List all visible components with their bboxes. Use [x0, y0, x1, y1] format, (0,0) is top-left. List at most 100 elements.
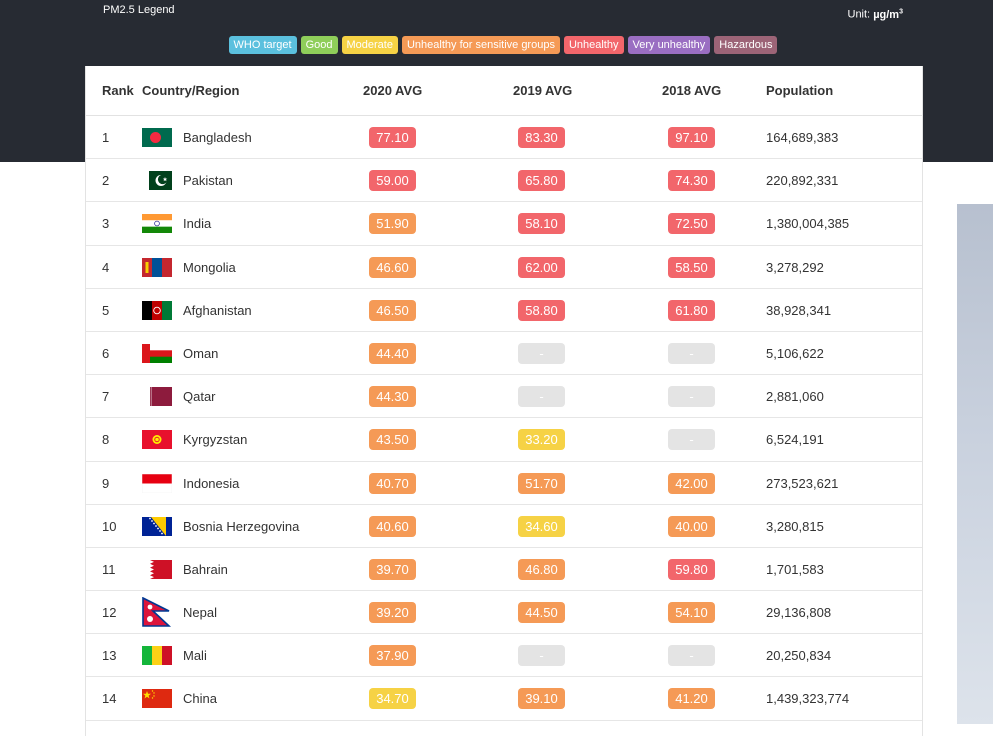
country-name-link[interactable]: Indonesia [183, 475, 240, 491]
table-row[interactable]: 1 Bangladesh 77.10 83.30 97.10 164,689,383 [86, 116, 922, 160]
unit-label: Unit: µg/m3 [848, 8, 904, 21]
country-name-link[interactable]: Afghanistan [183, 302, 252, 318]
avg-2019-badge: 46.80 [518, 558, 565, 580]
avg-2018-badge: 72.50 [668, 213, 715, 235]
unit-prefix: Unit: [847, 8, 874, 21]
country-name-link[interactable]: Bangladesh [183, 130, 252, 145]
table-row[interactable]: 13 Mali 37.90 - - 20,250,834 [86, 634, 922, 678]
table-row[interactable]: 8 Kyrgyzstan 43.50 33.20 - 6,524,191 [86, 418, 922, 462]
bahrain-flag-icon [142, 559, 172, 579]
unit-value: µg/m3 [873, 8, 903, 21]
avg-2018-badge: - [668, 645, 715, 667]
rank-cell: 4 [102, 259, 110, 275]
avg-2020-badge: 40.70 [369, 472, 416, 494]
avg-2019-badge: 39.10 [518, 688, 565, 710]
table-row[interactable]: 11 Bahrain 39.70 46.80 59.80 1,701,583 [86, 548, 922, 592]
legend-chip-unhealthy-for-sensitive-groups: Unhealthy for sensitive groups [401, 36, 560, 54]
mali-flag-icon [142, 646, 172, 666]
avg-2019-badge: - [518, 386, 565, 408]
avg-2019-badge: 33.20 [518, 429, 565, 451]
avg-2018-badge: 58.50 [668, 256, 715, 278]
bosnia-flag-icon [142, 516, 172, 536]
legend-chip-who-target: WHO target [228, 36, 297, 54]
legend-chip-unhealthy: Unhealthy [563, 36, 624, 54]
avg-2018-badge: 74.30 [668, 170, 715, 192]
population-cell: 29,136,808 [766, 605, 832, 621]
population-cell: 5,106,622 [766, 345, 824, 361]
rank-cell: 7 [102, 389, 110, 405]
pm25-legend: PM2.5 Legend Unit: µg/m3 WHO target Good M… [85, 0, 921, 66]
table-row[interactable]: 6 Oman 44.40 - - 5,106,622 [86, 332, 922, 376]
rank-cell: 12 [102, 605, 117, 621]
avg-2020-badge: 46.60 [369, 256, 416, 278]
table-row[interactable]: 12 Nepal 39.20 44.50 54.10 29,136,808 [86, 591, 922, 635]
rank-cell: 13 [102, 648, 117, 664]
rank-cell: 1 [102, 130, 110, 145]
avg-2019-badge: 44.50 [518, 602, 565, 624]
side-background-image [957, 204, 993, 724]
avg-2019-badge: 83.30 [518, 127, 565, 148]
country-name-link[interactable]: Bosnia Herzegovina [183, 518, 300, 534]
country-name-link[interactable]: Bahrain [183, 561, 228, 577]
country-name-link[interactable]: Kyrgyzstan [183, 432, 248, 448]
avg-2020-badge: 39.20 [369, 602, 416, 624]
country-name-link[interactable]: India [183, 216, 212, 232]
table-row[interactable]: 7 Qatar 44.30 - - 2,881,060 [86, 375, 922, 419]
table-body: 1 Bangladesh 77.10 83.30 97.10 164,689,383 2 Pa… [86, 116, 922, 721]
rank-cell: 11 [102, 561, 116, 577]
avg-2020-badge: 51.90 [369, 213, 416, 235]
avg-2020-badge: 39.70 [369, 558, 416, 580]
avg-2019-badge: - [518, 645, 565, 667]
avg-2018-badge: 54.10 [668, 602, 715, 624]
header-2019-avg[interactable]: 2019 AVG [513, 83, 573, 98]
legend-chip-hazardous: Hazardous [714, 36, 778, 54]
table-row[interactable]: 2 Pakistan 59.00 65.80 74.30 220,892,331 [86, 159, 922, 203]
table-row[interactable]: 10 Bosnia Herzegovina 40.60 34.60 40.00 3,280… [86, 505, 922, 548]
country-name-link[interactable]: Mongolia [183, 259, 236, 275]
country-name-link[interactable]: Pakistan [183, 173, 233, 189]
table-row[interactable]: 4 Mongolia 46.60 62.00 58.50 3,278,292 [86, 246, 922, 289]
mongolia-flag-icon [142, 257, 172, 277]
ranking-table: Rank Country/Region 2020 AVG 2019 AVG 20… [85, 66, 923, 736]
population-cell: 2,881,060 [766, 389, 824, 405]
header-rank[interactable]: Rank [102, 83, 134, 98]
population-cell: 20,250,834 [766, 648, 832, 664]
legend-title: PM2.5 Legend [103, 4, 175, 16]
avg-2018-badge: 41.20 [668, 688, 715, 710]
avg-2018-badge: 61.80 [668, 299, 715, 321]
avg-2019-badge: 65.80 [518, 170, 565, 192]
table-row[interactable]: 3 India 51.90 58.10 72.50 1,380,004,385 [86, 202, 922, 246]
afghanistan-flag-icon [142, 300, 172, 320]
country-name-link[interactable]: Nepal [183, 605, 217, 621]
avg-2020-badge: 40.60 [369, 515, 416, 537]
table-row[interactable]: 14 China 34.70 39.10 41.20 1,439,323,774 [86, 677, 922, 721]
country-name-link[interactable]: Mali [183, 648, 207, 664]
rank-cell: 6 [102, 345, 110, 361]
avg-2018-badge: 97.10 [668, 127, 715, 148]
nepal-flag-icon [142, 597, 172, 627]
table-row[interactable]: 9 Indonesia 40.70 51.70 42.00 273,523,621 [86, 462, 922, 505]
rank-cell: 2 [102, 173, 110, 189]
country-name-link[interactable]: Oman [183, 345, 219, 361]
country-name-link[interactable]: Qatar [183, 389, 216, 405]
header-2020-avg[interactable]: 2020 AVG [363, 83, 423, 98]
legend-chip-very-unhealthy: Very unhealthy [627, 36, 711, 54]
header-country[interactable]: Country/Region [142, 83, 240, 98]
qatar-flag-icon [142, 387, 172, 407]
header-population[interactable]: Population [766, 83, 834, 98]
legend-categories: WHO target Good Moderate Unhealthy for sens… [85, 36, 921, 54]
population-cell: 6,524,191 [766, 432, 824, 448]
avg-2019-badge: 58.80 [518, 299, 565, 321]
pakistan-flag-icon [142, 171, 172, 191]
avg-2020-badge: 43.50 [369, 429, 416, 451]
header-2018-avg[interactable]: 2018 AVG [662, 83, 722, 98]
avg-2020-badge: 44.40 [369, 342, 416, 364]
avg-2018-badge: 40.00 [668, 515, 715, 537]
table-row[interactable]: 5 Afghanistan 46.50 58.80 61.80 38,928,341 [86, 289, 922, 332]
avg-2018-badge: 59.80 [668, 558, 715, 580]
avg-2018-badge: 42.00 [668, 472, 715, 494]
avg-2020-badge: 34.70 [369, 688, 416, 710]
country-name-link[interactable]: China [183, 691, 217, 707]
rank-cell: 5 [102, 302, 110, 318]
avg-2018-badge: - [668, 386, 715, 408]
